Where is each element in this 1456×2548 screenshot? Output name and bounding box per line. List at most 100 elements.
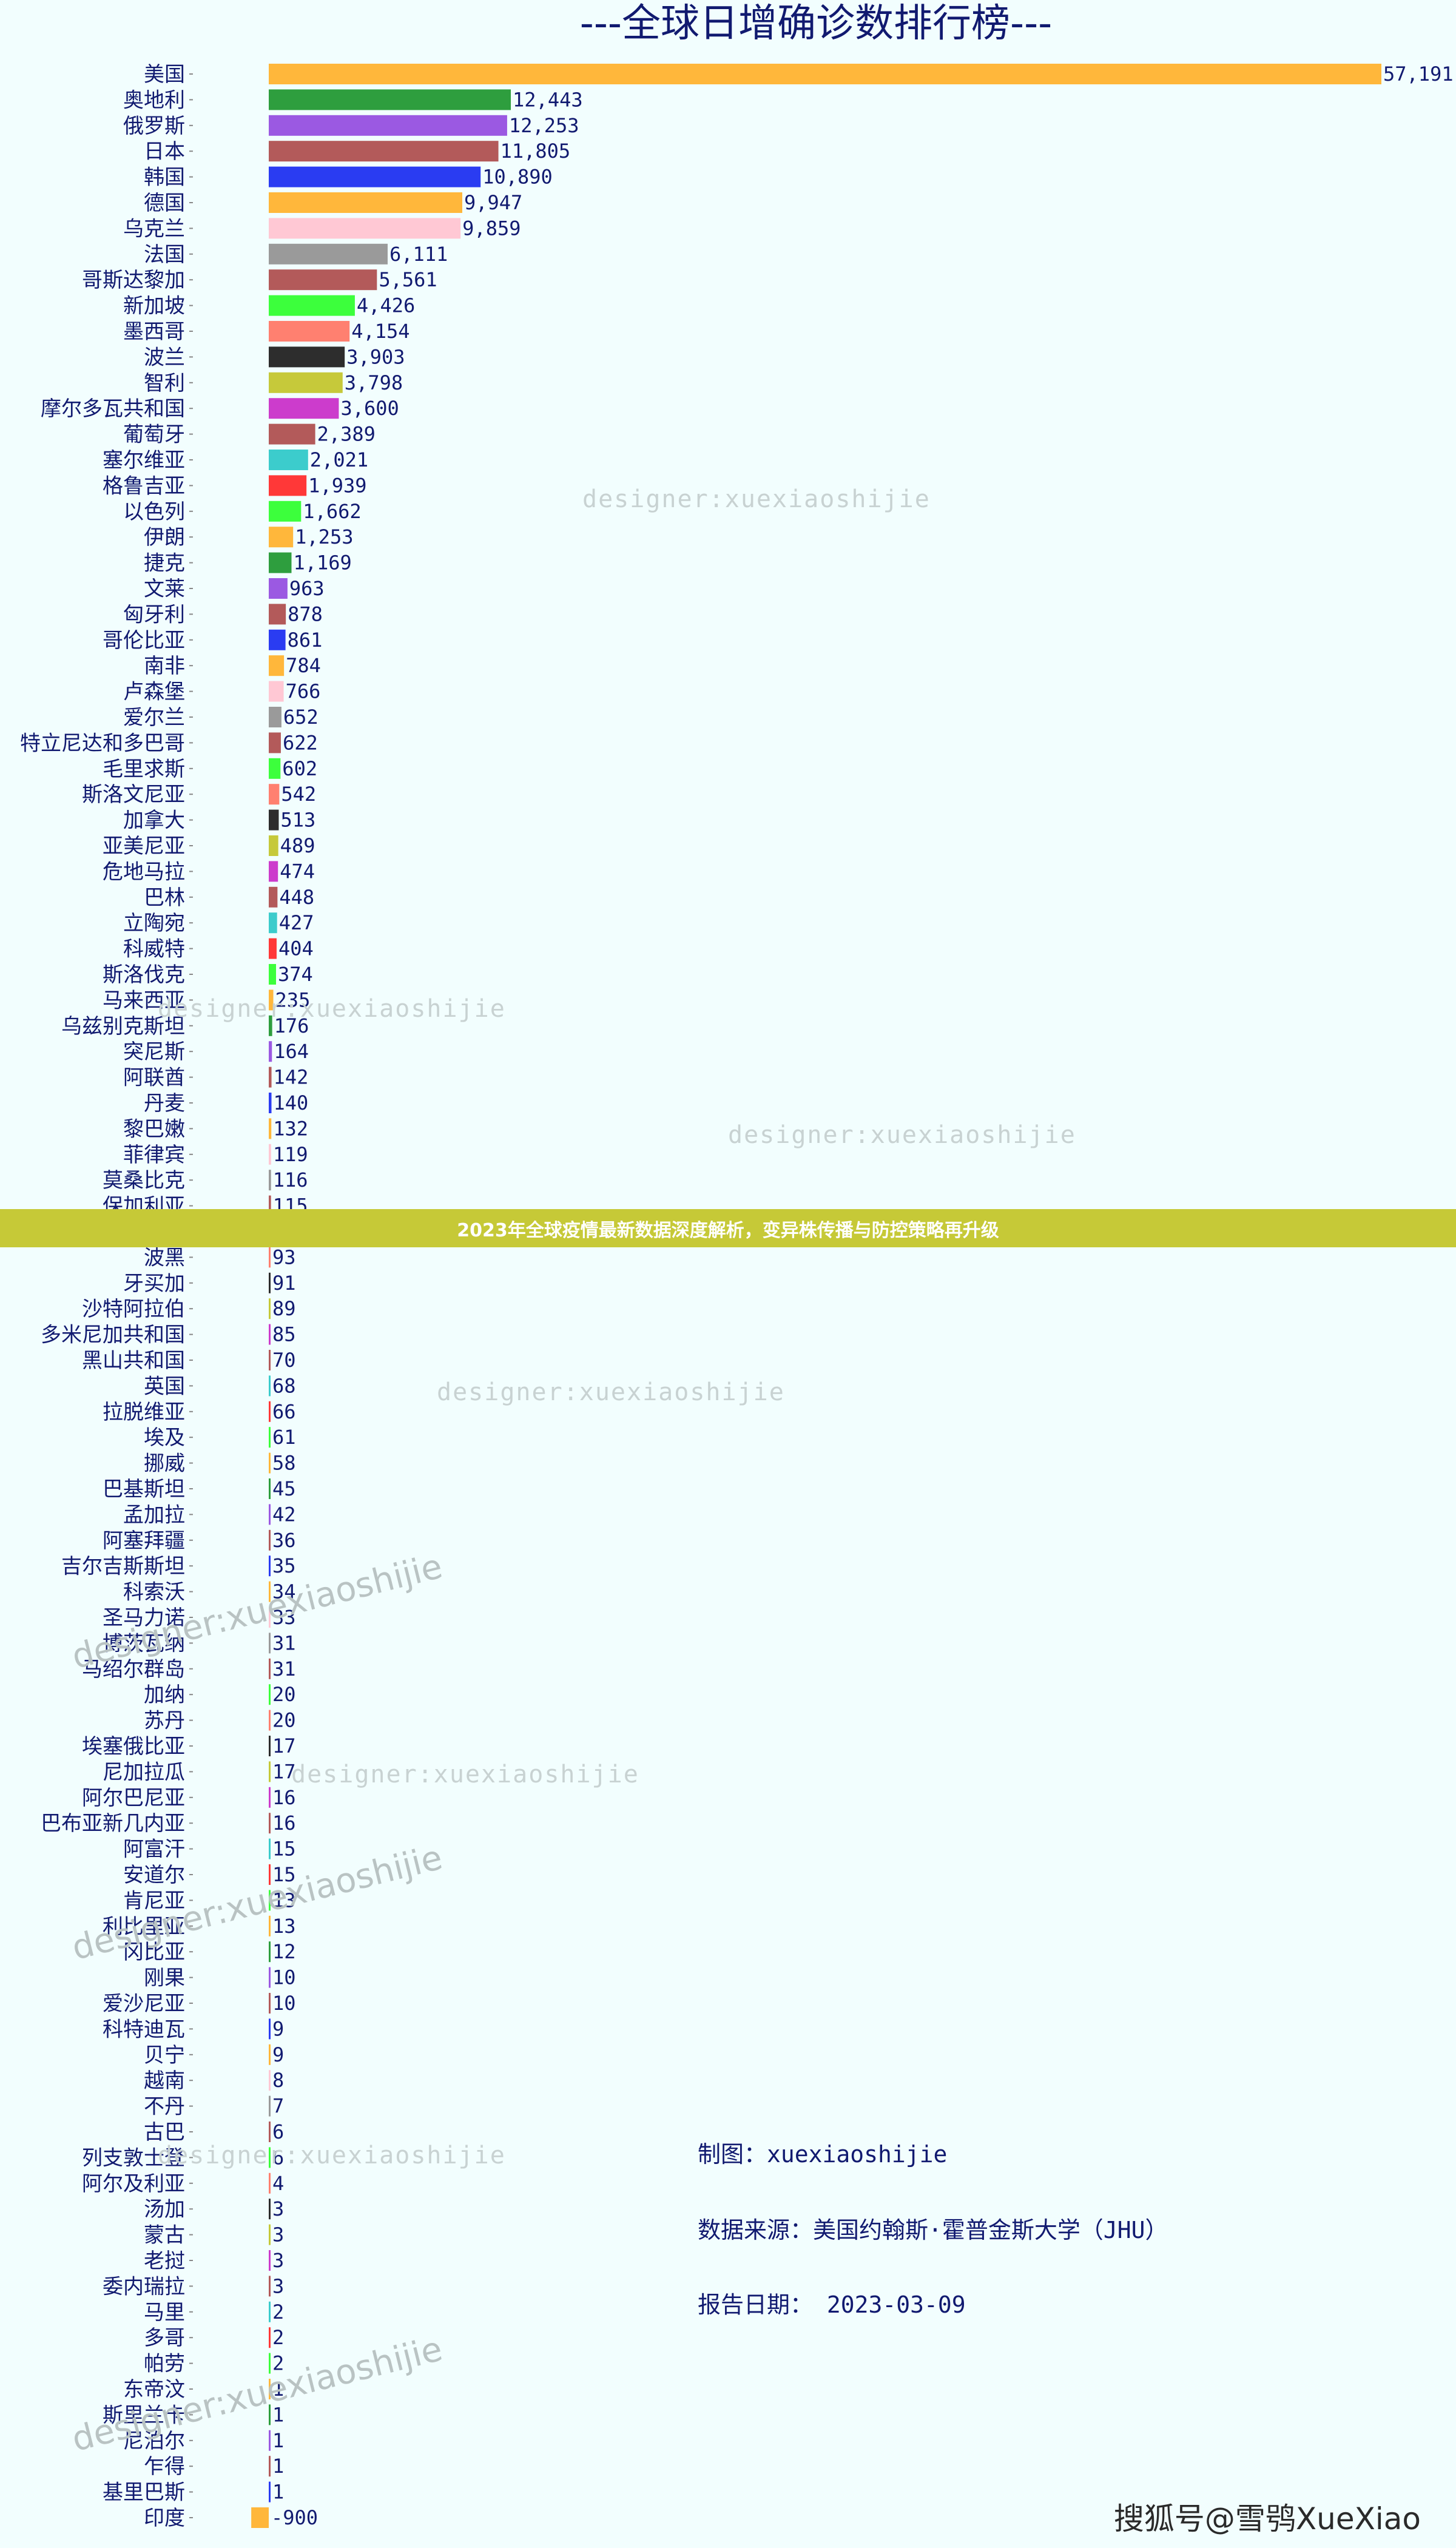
bar[interactable] [269,2224,271,2245]
bar[interactable] [269,1041,272,1062]
bar[interactable] [269,886,278,908]
bar[interactable] [269,655,285,676]
bar[interactable] [269,1890,271,1911]
bar[interactable] [269,1118,272,1139]
bar[interactable] [269,2172,271,2194]
bar[interactable] [269,398,339,419]
bar[interactable] [269,1941,271,1963]
bar[interactable] [269,475,307,496]
bar[interactable] [269,1478,271,1499]
bar[interactable] [269,2250,271,2271]
bar[interactable] [269,115,507,136]
bar[interactable] [269,64,1381,84]
value-label: 652 [283,706,318,729]
bar[interactable] [269,1607,271,1628]
bar[interactable] [269,192,462,213]
bar[interactable] [269,2379,271,2399]
bar[interactable] [269,2095,271,2117]
bar[interactable] [269,1787,271,1808]
bar[interactable] [269,2199,271,2220]
bar[interactable] [269,1015,272,1036]
bar[interactable] [269,450,308,470]
bar[interactable] [269,604,286,625]
bar[interactable] [269,218,461,239]
bar[interactable] [269,141,499,162]
bar[interactable] [269,1504,271,1525]
bar[interactable] [269,2070,271,2091]
bar[interactable] [269,1375,271,1397]
bar[interactable] [269,2276,271,2297]
bar[interactable] [269,1993,271,2014]
bar[interactable] [269,243,388,265]
bar[interactable] [269,2404,271,2425]
bar[interactable] [269,1633,271,1654]
bar[interactable] [269,2430,271,2451]
bar[interactable] [251,2507,269,2528]
bar[interactable] [269,1298,271,1320]
bar[interactable] [269,1915,271,1936]
bar[interactable] [269,578,288,599]
bar[interactable] [269,784,280,805]
bar[interactable] [269,1736,271,1756]
bar[interactable] [269,295,355,316]
bar[interactable] [269,1529,271,1551]
bar[interactable] [269,1144,271,1165]
bar[interactable] [269,2122,271,2142]
bar[interactable] [269,1684,271,1705]
bar[interactable] [269,2044,271,2065]
bar[interactable] [269,1247,271,1268]
bar[interactable] [269,1170,271,1191]
bar[interactable] [269,89,511,110]
bar[interactable] [269,346,345,368]
bar[interactable] [269,1710,271,1731]
category-label: 吉尔吉斯斯坦 [61,1554,185,1579]
bar[interactable] [269,372,343,393]
bar[interactable] [269,1658,271,1679]
bar[interactable] [269,758,281,779]
bar[interactable] [269,1967,271,1988]
bar[interactable] [269,1093,272,1113]
bar[interactable] [269,964,276,985]
bar[interactable] [269,2456,271,2477]
bar[interactable] [269,1427,271,1448]
bar[interactable] [269,321,350,342]
bar[interactable] [269,1813,271,1834]
bar[interactable] [269,527,294,548]
value-label: 1,253 [295,525,353,548]
bar[interactable] [269,861,278,882]
bar[interactable] [269,1581,271,1602]
bar[interactable] [269,1838,271,1859]
bar[interactable] [269,1195,271,1216]
bar[interactable] [269,1272,271,1293]
bar[interactable] [269,835,278,856]
bar[interactable] [269,989,274,1011]
bar[interactable] [269,1401,271,1422]
bar[interactable] [269,1067,272,1088]
bar[interactable] [269,1324,271,1345]
bar[interactable] [269,629,286,650]
bar[interactable] [269,1555,271,1577]
bar[interactable] [269,2353,271,2374]
bar[interactable] [269,2327,271,2348]
bar[interactable] [269,1452,271,1474]
bar[interactable] [269,269,377,291]
value-label: 34 [272,1580,296,1603]
bar[interactable] [269,166,481,187]
bar[interactable] [269,2481,271,2502]
news-banner[interactable]: 2023年全球疫情最新数据深度解析，变异株传播与防控策略再升级 [0,1209,1456,1247]
bar[interactable] [269,681,284,702]
bar[interactable] [269,912,277,934]
bar[interactable] [269,938,277,959]
bar[interactable] [269,1761,271,1782]
bar[interactable] [269,809,279,831]
bar[interactable] [269,732,281,753]
bar[interactable] [269,2147,271,2168]
bar[interactable] [269,2301,271,2322]
bar[interactable] [269,423,315,445]
bar[interactable] [269,1350,271,1370]
bar[interactable] [269,500,302,522]
bar[interactable] [269,2018,271,2040]
bar[interactable] [269,552,292,573]
bar[interactable] [269,1864,271,1885]
bar[interactable] [269,707,281,727]
